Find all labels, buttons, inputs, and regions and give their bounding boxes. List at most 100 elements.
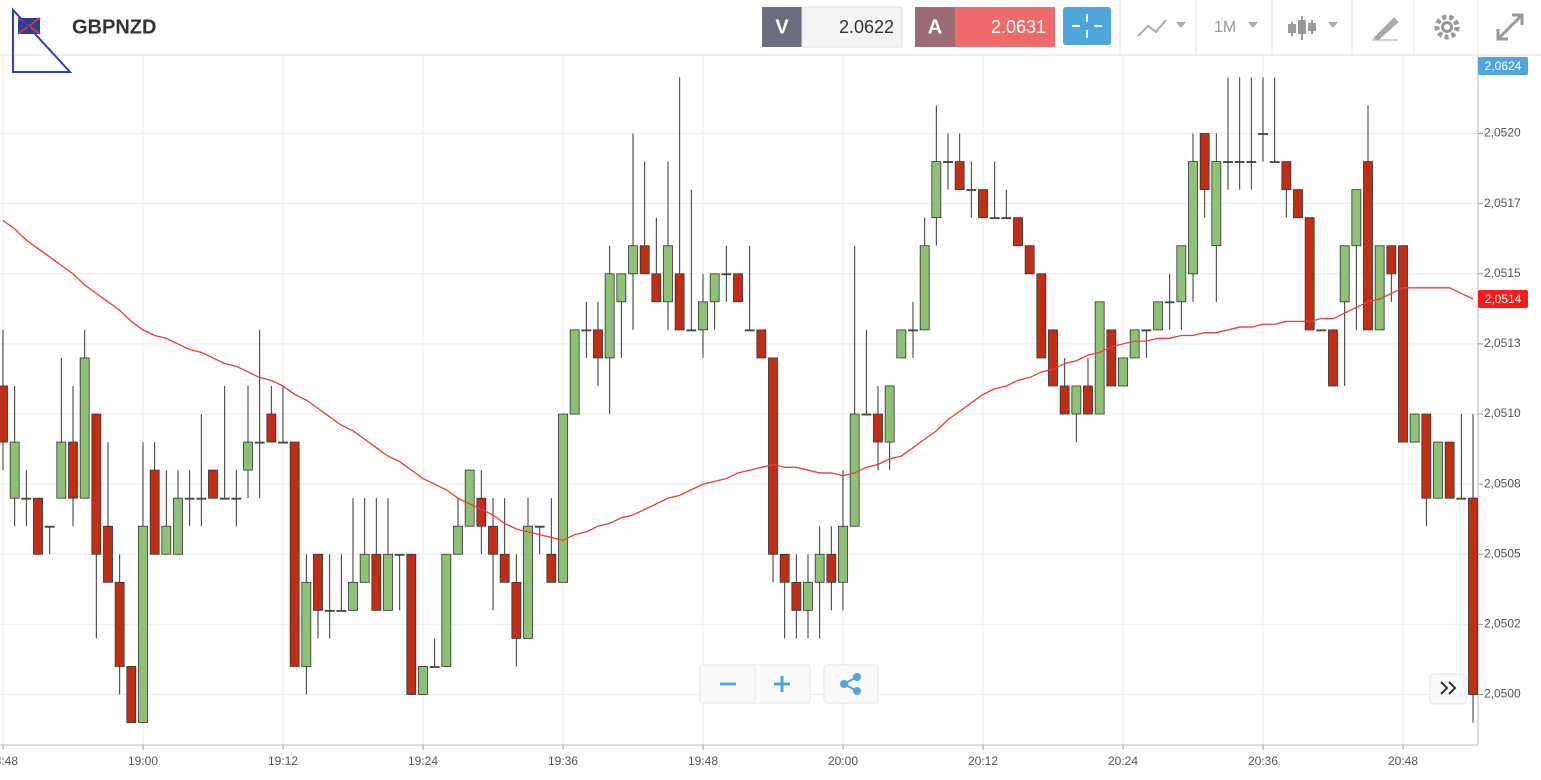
candle-body — [826, 553, 837, 583]
price-tag — [1478, 290, 1528, 309]
sell-button[interactable] — [762, 7, 802, 47]
settings-icon[interactable] — [1434, 14, 1460, 40]
candle-body — [138, 525, 148, 723]
candle-body — [1328, 329, 1338, 387]
y-tick-label: 2,0520 — [1484, 126, 1521, 140]
y-tick-label: 2,0517 — [1484, 196, 1521, 210]
candle-body — [1304, 217, 1315, 331]
candle-body — [1386, 245, 1397, 275]
drawing-triangle — [12, 7, 73, 73]
candle-body — [429, 666, 440, 668]
candle-body — [44, 525, 55, 528]
share-icon-dot — [840, 680, 848, 688]
candle-body — [359, 553, 370, 583]
candle-body — [1059, 385, 1070, 415]
y-tick-label: 2,0513 — [1484, 336, 1521, 350]
candle-body — [931, 161, 942, 219]
candle-body — [768, 357, 778, 555]
candle-body — [464, 469, 475, 527]
candle-body — [1444, 441, 1455, 499]
buy-price: 2.0631 — [991, 17, 1046, 37]
candle-body — [1164, 301, 1175, 304]
candle-body — [1234, 161, 1245, 163]
candle-body — [709, 273, 720, 303]
price-tag-label: 2,0624 — [1485, 59, 1522, 73]
candle-body — [254, 441, 265, 444]
candle-body — [1409, 413, 1420, 443]
candle-body — [1176, 245, 1187, 303]
candle-body — [1036, 273, 1047, 359]
sell-price-box[interactable] — [801, 6, 903, 48]
candle-body — [1258, 133, 1268, 135]
candle-body — [1421, 413, 1432, 499]
candle-body — [1269, 161, 1280, 163]
candle-body — [1246, 161, 1257, 163]
candle-body — [686, 329, 697, 332]
candle-body — [779, 553, 790, 583]
x-tick-label: 20:00 — [828, 754, 858, 768]
candle-body — [814, 553, 825, 583]
share-button[interactable] — [823, 664, 879, 704]
candle-body — [698, 301, 708, 331]
candle-body — [511, 581, 522, 639]
y-tick-label: 2,0508 — [1484, 476, 1521, 490]
timeframe[interactable]: 1M — [1214, 19, 1236, 36]
candle-body — [604, 273, 615, 359]
candle-body — [9, 441, 20, 499]
candle-body — [348, 581, 358, 611]
candle-body — [383, 553, 393, 611]
candle-body — [1339, 245, 1350, 303]
zoom-in[interactable] — [774, 676, 790, 692]
candle-body — [336, 609, 347, 612]
candle-body — [149, 469, 160, 555]
candle-body — [884, 385, 895, 443]
draw-icon[interactable] — [1372, 17, 1399, 41]
candle-body — [1351, 189, 1362, 247]
candle-body — [1024, 245, 1035, 275]
sell-price: 2.0622 — [839, 17, 894, 37]
candle-body — [756, 329, 767, 359]
candle-body — [324, 609, 335, 612]
candle-body — [978, 189, 988, 219]
candles-icon-body — [1288, 24, 1296, 33]
candle-body — [21, 497, 32, 500]
expand-icon[interactable] — [1496, 13, 1524, 41]
x-tick-label: 19:48 — [688, 754, 718, 768]
x-tick-label: 19:00 — [128, 754, 158, 768]
candle-body — [908, 329, 918, 332]
candle-body — [184, 497, 195, 500]
price-tag-label: 2,0514 — [1485, 292, 1522, 306]
candle-body — [231, 497, 242, 500]
candle-body — [208, 469, 218, 499]
dropdown-arrow — [1248, 22, 1258, 28]
settings-icon-hole — [1444, 24, 1450, 30]
candle-body — [418, 666, 428, 695]
chart-type-icon[interactable] — [1137, 19, 1167, 37]
candle-body — [161, 525, 172, 555]
candle-body — [558, 413, 568, 583]
candles-icon-body — [1308, 23, 1316, 31]
candle-body — [721, 273, 732, 276]
dropdown-arrow — [1176, 22, 1186, 28]
candles-icon-body — [1298, 20, 1306, 34]
candle-body — [569, 329, 580, 415]
buy-price-box[interactable] — [955, 7, 1055, 47]
crosshair-button[interactable] — [1063, 7, 1111, 45]
candle-body — [1316, 329, 1327, 332]
candle-body — [488, 525, 498, 555]
candle-body — [394, 553, 405, 556]
buy-button[interactable] — [915, 7, 955, 47]
moving-average — [2, 219, 1474, 541]
candle-body — [476, 497, 487, 527]
candle-body — [243, 441, 253, 471]
share-icon-dot — [853, 673, 861, 681]
scroll-right-button[interactable] — [1429, 673, 1467, 705]
candle-body — [33, 497, 43, 555]
candle-body — [966, 189, 977, 192]
candle-body — [406, 553, 417, 695]
candle-body — [581, 329, 592, 332]
candle-body — [523, 525, 533, 639]
candle-body — [1083, 385, 1093, 415]
candle-body — [943, 161, 953, 163]
